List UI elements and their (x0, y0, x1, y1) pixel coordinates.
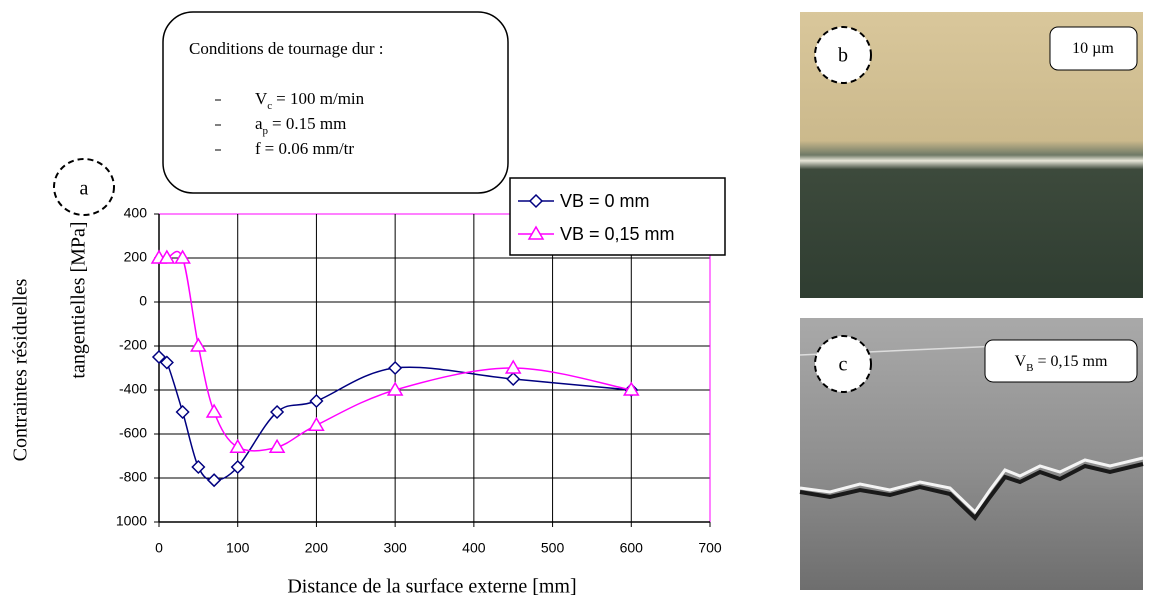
marker (270, 404, 285, 420)
text-part: = 100 m/min (276, 89, 364, 108)
marker (506, 371, 521, 387)
y-tick-label: -800 (119, 469, 147, 485)
text-part: 10 µm (1072, 40, 1114, 57)
condition: ap = 0.15 mm (255, 114, 346, 137)
legend-label: VB = 0,15 mm (560, 224, 675, 244)
x-tick-label: 600 (620, 540, 644, 556)
x-tick-label: 400 (462, 540, 486, 556)
marker (190, 337, 207, 352)
legend-label: VB = 0 mm (560, 191, 650, 211)
y-tick-label: -600 (119, 425, 147, 441)
marker (622, 381, 640, 396)
y-tick-label: 400 (124, 205, 148, 221)
text-part: = 0.06 mm/tr (265, 139, 355, 158)
marker (308, 416, 325, 431)
y-tick-label: 0 (139, 293, 147, 309)
panel-circle (814, 335, 872, 393)
marker (309, 393, 324, 409)
subscript: p (263, 125, 269, 137)
marker (158, 249, 176, 264)
marker (504, 359, 522, 374)
condition: Vc = 100 m/min (255, 89, 365, 112)
subscript: B (1026, 362, 1033, 374)
text-part: f (255, 139, 261, 158)
panel-label: b (838, 45, 848, 67)
x-tick-label: 0 (155, 540, 163, 556)
text-part: = 0.15 mm (272, 114, 346, 133)
marker (388, 360, 403, 376)
marker (229, 438, 247, 453)
marker (386, 381, 404, 396)
y-tick-label: 200 (124, 249, 148, 265)
caption-box (984, 339, 1138, 383)
marker (207, 473, 222, 488)
marker (174, 249, 191, 264)
scale-box (1049, 26, 1138, 71)
x-tick-label: 300 (383, 540, 407, 556)
marker (528, 193, 544, 209)
marker (230, 459, 245, 475)
caption: VB = 0,15 mm (1015, 353, 1108, 374)
y-tick-label: -200 (119, 337, 147, 353)
y-axis-title: Contraintes résiduelles (10, 278, 32, 461)
marker (175, 404, 190, 420)
y-axis-title: tangentielles [MPa] (68, 221, 90, 378)
marker (191, 459, 206, 475)
x-tick-label: 700 (698, 540, 722, 556)
panel-label: a (80, 178, 89, 200)
y-tick-label: 1000 (116, 513, 147, 529)
crack-edge (799, 456, 1144, 515)
y-tick-label: -400 (119, 381, 147, 397)
x-tick-label: 500 (541, 540, 565, 556)
marker (205, 403, 223, 418)
panel-circle (53, 158, 115, 216)
conditions-title: Conditions de tournage dur : (189, 39, 384, 58)
legend-box (509, 177, 726, 256)
panel-label: c (839, 354, 848, 376)
scale-label: 10 µm (1072, 40, 1114, 57)
x-tick-label: 100 (226, 540, 250, 556)
condition: f = 0.06 mm/tr (255, 139, 354, 158)
marker (151, 349, 167, 365)
panel-circle (814, 26, 872, 84)
text-part: V (1015, 353, 1027, 370)
marker (268, 438, 286, 453)
marker (159, 355, 174, 370)
conditions-box (162, 11, 509, 194)
marker (527, 225, 545, 240)
text-part: = 0,15 mm (1037, 353, 1107, 370)
crack-shadow (799, 462, 1144, 522)
x-tick-label: 200 (305, 540, 329, 556)
text-part: a (255, 114, 263, 133)
subscript: c (267, 100, 272, 112)
x-axis-title: Distance de la surface externe [mm] (287, 576, 576, 598)
text-part: V (255, 89, 268, 108)
